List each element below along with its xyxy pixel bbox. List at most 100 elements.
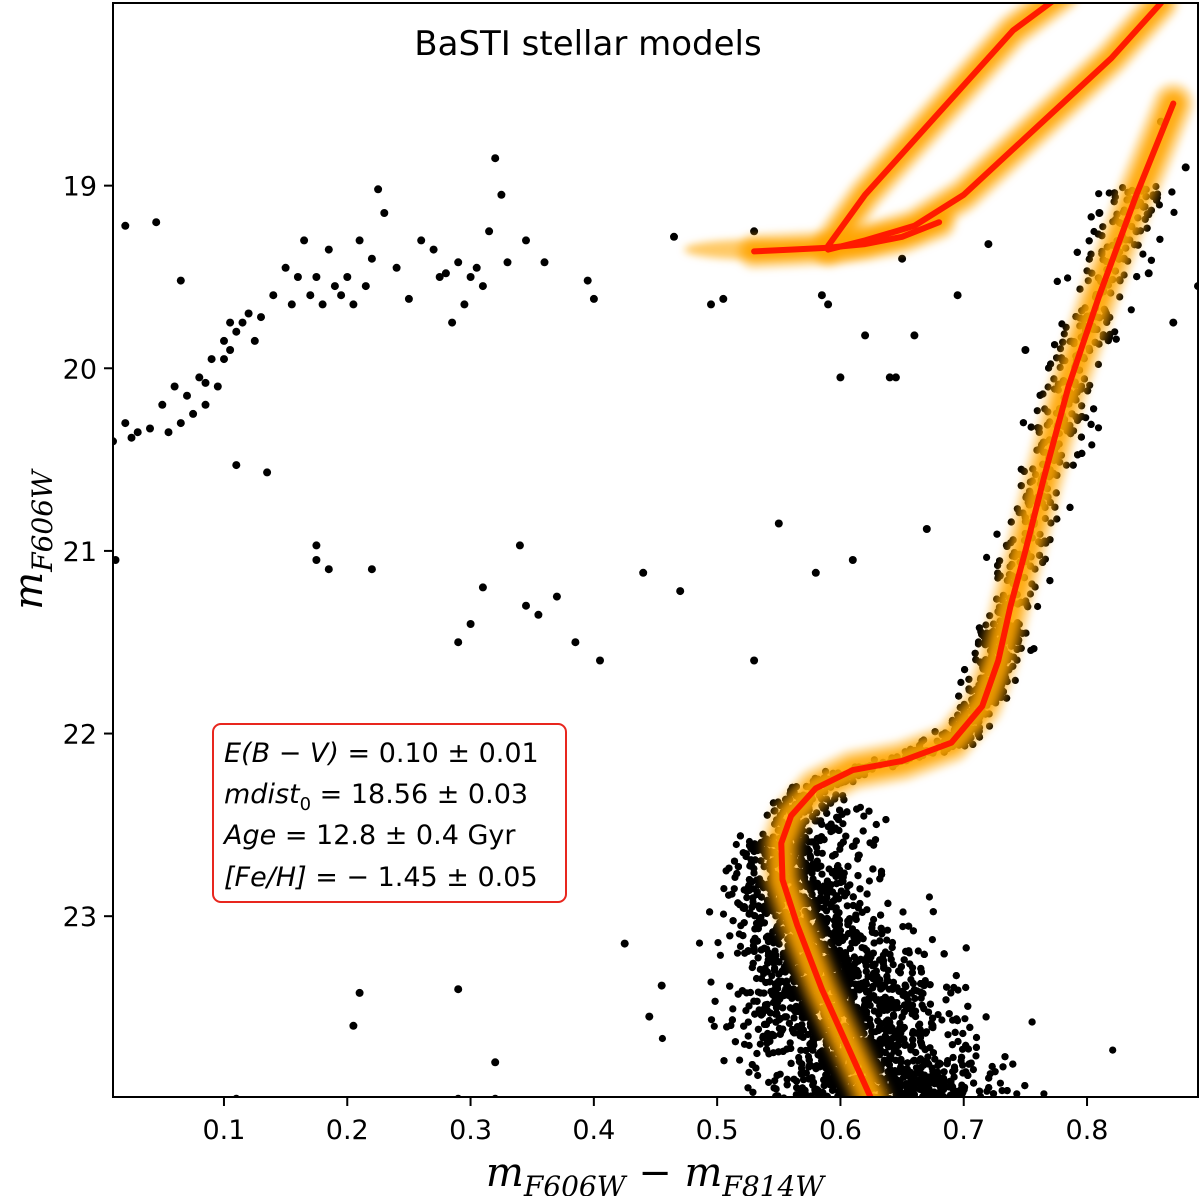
main-sequence-star bbox=[736, 832, 745, 840]
main-sequence-star bbox=[894, 1041, 902, 1050]
main-sequence-star bbox=[740, 1102, 747, 1109]
main-sequence-star bbox=[836, 926, 845, 935]
main-sequence-star bbox=[940, 1068, 948, 1076]
main-sequence-star bbox=[745, 1002, 753, 1010]
main-sequence-star bbox=[839, 820, 847, 828]
main-sequence-star bbox=[923, 1102, 930, 1109]
main-sequence-star bbox=[955, 692, 963, 700]
main-sequence-star bbox=[876, 1098, 883, 1105]
main-sequence-star bbox=[830, 867, 838, 876]
main-sequence-star bbox=[857, 1097, 864, 1104]
main-sequence-star bbox=[792, 1091, 800, 1097]
main-sequence-star bbox=[915, 1022, 923, 1030]
main-sequence-star bbox=[903, 1080, 911, 1088]
main-sequence-star bbox=[832, 1103, 839, 1110]
main-sequence-star bbox=[903, 993, 911, 1002]
main-sequence-star bbox=[779, 1004, 787, 1012]
main-sequence-star bbox=[809, 1100, 816, 1107]
main-sequence-star bbox=[774, 1092, 782, 1097]
main-sequence-star bbox=[934, 1068, 942, 1076]
main-sequence-star bbox=[743, 894, 751, 902]
main-sequence-star bbox=[753, 997, 761, 1005]
main-sequence-star bbox=[820, 882, 828, 890]
main-sequence-star bbox=[982, 1013, 990, 1021]
main-sequence-star bbox=[764, 951, 773, 960]
main-sequence-star bbox=[889, 978, 898, 986]
main-sequence-star bbox=[842, 953, 850, 961]
main-sequence-star bbox=[896, 1094, 904, 1097]
main-sequence-star bbox=[921, 1099, 928, 1106]
main-sequence-star bbox=[770, 1102, 777, 1109]
main-sequence-star bbox=[897, 963, 906, 971]
main-sequence-star bbox=[1019, 419, 1027, 427]
main-sequence-star bbox=[909, 1103, 916, 1110]
main-sequence-star bbox=[707, 1016, 716, 1024]
main-sequence-star bbox=[876, 937, 884, 945]
main-sequence-star bbox=[1109, 1046, 1117, 1054]
main-sequence-star bbox=[750, 947, 758, 956]
main-sequence-star bbox=[866, 1100, 873, 1107]
main-sequence-star bbox=[965, 1060, 973, 1068]
main-sequence-star bbox=[900, 1008, 908, 1016]
main-sequence-star bbox=[911, 994, 919, 1003]
main-sequence-star bbox=[969, 1066, 978, 1074]
main-sequence-star bbox=[929, 908, 937, 916]
main-sequence-star bbox=[900, 1102, 907, 1109]
main-sequence-star bbox=[972, 1033, 981, 1042]
main-sequence-star bbox=[805, 1075, 813, 1083]
main-sequence-star bbox=[843, 958, 851, 966]
main-sequence-star bbox=[818, 870, 826, 878]
main-sequence-star bbox=[844, 862, 852, 871]
main-sequence-star bbox=[825, 1080, 834, 1089]
main-sequence-star bbox=[906, 960, 914, 968]
main-sequence-star bbox=[996, 1079, 1005, 1087]
main-sequence-star bbox=[1087, 420, 1095, 428]
main-sequence-star bbox=[707, 978, 715, 986]
main-sequence-star bbox=[937, 1101, 944, 1108]
main-sequence-star bbox=[754, 902, 763, 910]
main-sequence-star bbox=[850, 953, 859, 961]
main-sequence-star bbox=[756, 989, 765, 997]
main-sequence-star bbox=[756, 1040, 764, 1048]
main-sequence-star bbox=[921, 1029, 930, 1037]
main-sequence-star bbox=[1094, 424, 1103, 432]
main-sequence-star bbox=[874, 996, 883, 1004]
main-sequence-star bbox=[817, 1094, 824, 1097]
main-sequence-star bbox=[970, 1079, 978, 1087]
main-sequence-star bbox=[942, 996, 950, 1004]
main-sequence-star bbox=[805, 1098, 812, 1105]
main-sequence-star bbox=[929, 1075, 938, 1083]
main-sequence-star bbox=[729, 1005, 737, 1013]
main-sequence-star bbox=[948, 1041, 957, 1049]
main-sequence-star bbox=[811, 896, 819, 905]
main-sequence-star bbox=[890, 1047, 898, 1055]
main-sequence-star bbox=[943, 1060, 951, 1068]
main-sequence-star bbox=[839, 877, 847, 885]
main-sequence-star bbox=[878, 870, 886, 879]
main-sequence-star bbox=[658, 1034, 667, 1043]
main-sequence-star bbox=[940, 950, 948, 958]
main-sequence-star bbox=[886, 1099, 893, 1106]
main-sequence-star bbox=[793, 1084, 801, 1092]
main-sequence-star bbox=[872, 967, 881, 975]
main-sequence-star bbox=[947, 989, 955, 997]
main-sequence-star bbox=[762, 909, 771, 918]
main-sequence-star bbox=[760, 919, 769, 927]
main-sequence-star bbox=[1133, 273, 1141, 281]
main-sequence-star bbox=[836, 806, 844, 814]
main-sequence-star bbox=[849, 901, 857, 910]
main-sequence-star bbox=[899, 1103, 906, 1110]
main-sequence-star bbox=[883, 972, 891, 981]
main-sequence-star bbox=[816, 1102, 823, 1109]
main-sequence-star bbox=[814, 1051, 822, 1059]
main-sequence-star bbox=[720, 885, 728, 893]
main-sequence-star bbox=[830, 1076, 838, 1084]
main-sequence-star bbox=[912, 1048, 920, 1057]
main-sequence-star bbox=[913, 987, 921, 995]
main-sequence-star bbox=[786, 1039, 794, 1047]
main-sequence-star bbox=[1077, 433, 1085, 441]
main-sequence-star bbox=[859, 827, 867, 835]
main-sequence-star bbox=[917, 1102, 924, 1109]
main-sequence-star bbox=[843, 902, 851, 910]
main-sequence-star bbox=[1106, 330, 1114, 338]
